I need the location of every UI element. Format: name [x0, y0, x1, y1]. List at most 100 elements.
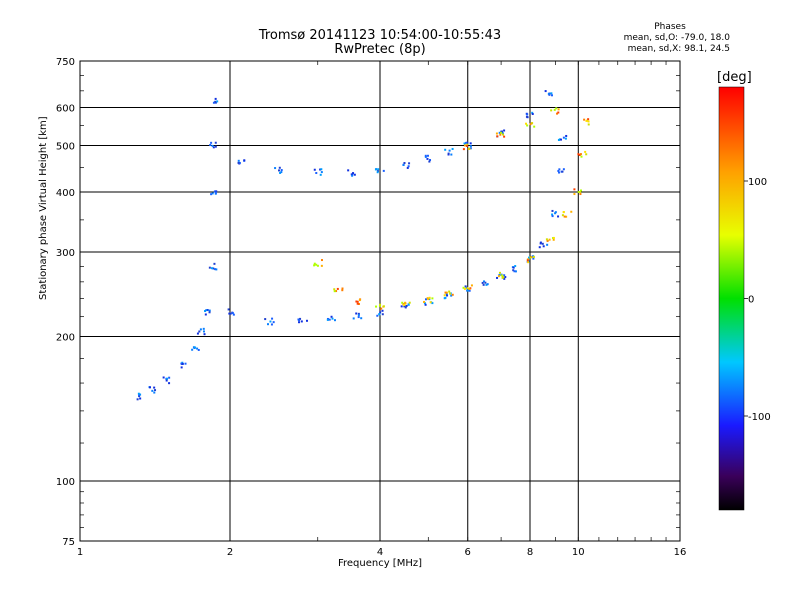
data-point — [237, 159, 240, 162]
data-point — [502, 133, 505, 136]
x-tick-label: 2 — [227, 547, 233, 558]
data-point — [431, 297, 434, 300]
data-point — [280, 169, 283, 172]
data-point — [214, 145, 217, 148]
data-point — [541, 242, 544, 245]
data-point — [341, 287, 344, 290]
x-tick-label: 4 — [377, 547, 383, 558]
data-point — [213, 190, 216, 193]
y-axis-label: Stationary phase Virtual Height [km] — [38, 116, 49, 300]
data-point — [374, 168, 377, 171]
data-point — [166, 377, 169, 380]
data-point — [357, 302, 360, 305]
data-point — [429, 159, 432, 162]
data-point — [547, 92, 550, 95]
data-point — [270, 323, 273, 326]
data-point — [378, 304, 381, 307]
data-point — [466, 289, 469, 292]
data-point — [237, 161, 240, 164]
data-point — [532, 257, 535, 260]
data-point — [181, 362, 184, 365]
data-point — [464, 285, 467, 288]
x-axis-ticks: 1 2 4 6 8 10 16 — [77, 61, 686, 558]
data-point — [513, 270, 516, 273]
data-point — [552, 236, 555, 239]
data-point — [450, 294, 453, 297]
data-point — [197, 348, 200, 351]
data-point — [196, 332, 199, 335]
colorbar — [718, 86, 745, 511]
data-point — [538, 246, 541, 249]
data-point — [151, 389, 154, 392]
data-point — [375, 305, 378, 308]
data-point — [214, 268, 217, 271]
data-point — [557, 108, 560, 111]
data-point — [496, 135, 499, 138]
data-point — [280, 171, 283, 174]
data-point — [136, 398, 139, 401]
data-points — [136, 90, 590, 401]
data-point — [382, 169, 385, 172]
data-point — [424, 303, 427, 306]
y-tick-label: 300 — [56, 248, 75, 259]
data-point — [558, 138, 561, 141]
data-point — [498, 271, 501, 274]
data-point — [580, 155, 583, 158]
data-point — [214, 191, 217, 194]
data-point — [382, 305, 385, 308]
data-point — [556, 112, 559, 115]
data-point — [215, 190, 218, 193]
data-point — [578, 153, 581, 156]
data-point — [431, 302, 434, 305]
data-point — [168, 382, 171, 385]
data-point — [180, 366, 183, 369]
y-tick-label: 500 — [56, 142, 75, 153]
data-point — [500, 274, 503, 277]
data-point — [404, 306, 407, 309]
data-point — [428, 160, 431, 163]
data-point — [210, 193, 213, 196]
data-point — [530, 256, 533, 259]
data-point — [450, 153, 453, 156]
data-point — [577, 153, 580, 156]
data-point — [524, 122, 527, 125]
data-point — [212, 267, 215, 270]
data-point — [469, 142, 472, 145]
colorbar-tick-label: -100 — [748, 412, 771, 423]
colorbar-ticks: 100 0 -100 — [744, 177, 771, 423]
data-point — [446, 294, 449, 297]
data-point — [564, 137, 567, 140]
data-point — [137, 392, 140, 395]
data-point — [504, 276, 507, 279]
data-point — [316, 264, 319, 267]
data-point — [544, 90, 547, 93]
data-point — [496, 276, 499, 279]
data-point — [526, 113, 529, 116]
data-point — [462, 148, 465, 151]
data-point — [577, 190, 580, 193]
data-point — [192, 346, 195, 349]
data-point — [231, 312, 234, 315]
data-point — [194, 346, 197, 349]
data-point — [184, 362, 187, 365]
data-point — [400, 305, 403, 308]
data-point — [376, 170, 379, 173]
data-point — [352, 317, 355, 320]
data-point — [447, 152, 450, 155]
data-point — [216, 100, 219, 103]
data-point — [279, 171, 282, 174]
data-point — [202, 330, 205, 333]
data-point — [335, 290, 338, 293]
data-point — [208, 311, 211, 314]
data-point — [503, 135, 506, 138]
data-point — [320, 171, 323, 174]
data-point — [212, 101, 215, 104]
data-point — [468, 287, 471, 290]
data-point — [341, 289, 344, 292]
data-point — [426, 154, 429, 157]
data-point — [465, 141, 468, 144]
data-point — [211, 192, 214, 195]
data-point — [462, 286, 465, 289]
data-point — [199, 328, 202, 331]
data-point — [264, 318, 267, 321]
